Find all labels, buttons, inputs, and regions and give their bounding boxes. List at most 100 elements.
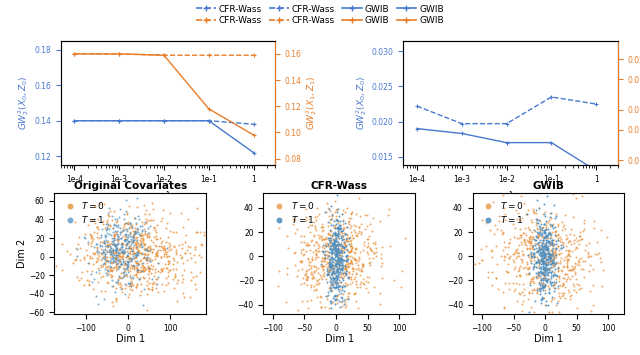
$T=0$ — [321, 251, 331, 257]
$T=0$ — [534, 262, 545, 268]
$T=0$ — [553, 268, 563, 274]
$T=1$ — [542, 249, 552, 255]
$T=0$ — [116, 270, 126, 275]
$T=1$ — [143, 230, 153, 236]
$T=1$ — [119, 250, 129, 256]
$T=1$ — [115, 229, 125, 235]
$T=0$ — [372, 323, 383, 329]
$T=0$ — [551, 254, 561, 260]
$T=0$ — [296, 282, 307, 287]
$T=0$ — [561, 264, 572, 270]
$T=0$ — [579, 218, 589, 223]
$T=0$ — [82, 268, 92, 274]
$T=0$ — [339, 230, 349, 235]
$T=0$ — [108, 283, 118, 289]
$T=0$ — [147, 266, 157, 272]
$T=0$ — [365, 246, 375, 252]
$T=1$ — [117, 244, 127, 249]
$T=1$ — [333, 257, 344, 263]
$T=1$ — [119, 237, 129, 242]
$T=1$ — [129, 234, 139, 240]
$T=1$ — [547, 268, 557, 274]
$T=1$ — [333, 271, 343, 277]
$T=1$ — [337, 294, 347, 300]
$T=0$ — [120, 268, 130, 274]
$T=0$ — [203, 249, 213, 255]
$T=0$ — [508, 280, 518, 285]
$T=1$ — [541, 298, 552, 304]
$T=0$ — [129, 267, 140, 272]
$T=0$ — [51, 263, 61, 268]
$T=1$ — [117, 246, 127, 252]
$T=1$ — [334, 226, 344, 232]
$T=0$ — [330, 235, 340, 240]
$T=1$ — [334, 247, 344, 253]
$T=1$ — [548, 273, 558, 279]
$T=1$ — [329, 285, 339, 290]
$T=0$ — [159, 288, 170, 294]
$T=1$ — [110, 289, 120, 295]
$T=0$ — [325, 240, 335, 246]
$T=0$ — [564, 247, 574, 253]
$T=0$ — [148, 264, 158, 269]
$T=1$ — [116, 241, 126, 247]
$T=1$ — [534, 245, 544, 250]
$T=0$ — [324, 233, 335, 238]
$T=0$ — [296, 247, 306, 253]
$T=0$ — [333, 220, 343, 226]
$T=0$ — [147, 248, 157, 254]
$T=1$ — [99, 238, 109, 244]
$T=0$ — [356, 221, 366, 227]
$T=0$ — [177, 279, 187, 285]
$T=1$ — [324, 274, 335, 280]
$T=0$ — [342, 236, 352, 241]
$T=0$ — [150, 243, 161, 248]
$T=0$ — [310, 225, 320, 231]
$T=1$ — [327, 246, 337, 252]
$T=1$ — [550, 266, 560, 271]
$T=0$ — [129, 240, 140, 246]
$T=1$ — [330, 252, 340, 257]
$T=0$ — [282, 265, 292, 271]
$T=1$ — [333, 262, 344, 268]
$T=1$ — [536, 282, 547, 288]
$T=1$ — [115, 258, 125, 264]
$T=0$ — [547, 264, 557, 270]
$T=0$ — [311, 227, 321, 233]
$T=1$ — [112, 236, 122, 242]
$T=1$ — [131, 253, 141, 259]
$T=0$ — [79, 283, 89, 288]
$T=1$ — [83, 239, 93, 245]
$T=0$ — [307, 271, 317, 277]
$T=1$ — [538, 266, 548, 272]
$T=0$ — [308, 268, 319, 274]
$T=0$ — [336, 257, 346, 263]
$T=0$ — [342, 235, 352, 241]
$T=1$ — [538, 258, 548, 264]
$T=0$ — [319, 271, 329, 276]
$T=0$ — [289, 250, 299, 256]
$T=1$ — [545, 256, 556, 262]
$T=0$ — [543, 276, 554, 282]
$T=1$ — [552, 273, 562, 278]
$T=0$ — [312, 265, 323, 271]
$T=0$ — [114, 258, 124, 263]
$T=0$ — [527, 180, 538, 186]
$T=0$ — [314, 243, 324, 249]
$T=1$ — [329, 246, 339, 252]
$T=0$ — [176, 210, 186, 216]
$T=1$ — [113, 261, 123, 266]
$T=1$ — [545, 262, 556, 267]
$T=0$ — [125, 255, 136, 261]
$T=0$ — [168, 262, 178, 267]
$T=0$ — [165, 267, 175, 273]
$T=0$ — [161, 251, 171, 257]
$T=0$ — [75, 246, 85, 251]
Title: Original Covariates: Original Covariates — [74, 181, 187, 191]
$T=0$ — [330, 280, 340, 286]
$T=1$ — [336, 241, 346, 247]
$T=0$ — [563, 262, 573, 268]
$T=0$ — [565, 293, 575, 299]
$T=0$ — [319, 251, 329, 257]
$T=0$ — [332, 241, 342, 247]
